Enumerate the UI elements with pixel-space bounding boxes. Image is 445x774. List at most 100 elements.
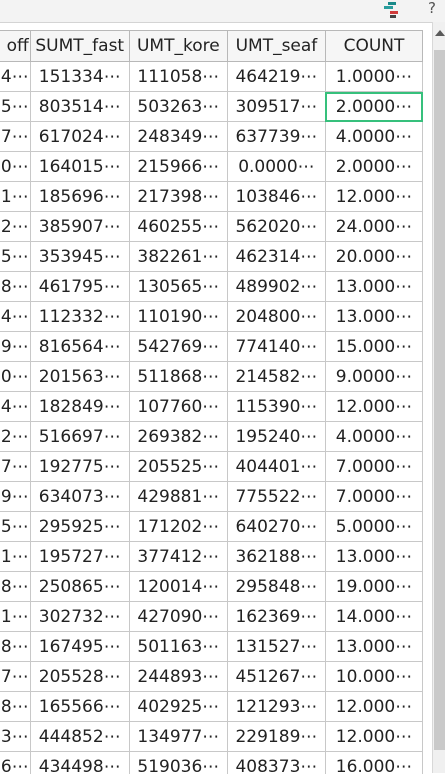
cell-umt-seaf[interactable]: 162369⋯	[227, 602, 325, 632]
table-row[interactable]: 7⋯192775⋯205525⋯404401⋯7.0000⋯	[0, 452, 423, 482]
column-header-count[interactable]: COUNT	[325, 31, 422, 62]
table-row[interactable]: 7⋯205528⋯244893⋯451267⋯10.000⋯	[0, 662, 423, 692]
help-icon[interactable]: ?	[424, 0, 440, 18]
cell-umt-kore[interactable]: 503263⋯	[129, 92, 227, 122]
cell-umt-seaf[interactable]: 637739⋯	[227, 122, 325, 152]
table-row[interactable]: 8⋯250865⋯120014⋯295848⋯19.000⋯	[0, 572, 423, 602]
cell-off[interactable]: 4⋯	[0, 302, 30, 332]
cell-sumt-fast[interactable]: 385907⋯	[30, 212, 129, 242]
cell-umt-seaf[interactable]: 309517⋯	[227, 92, 325, 122]
cell-umt-seaf[interactable]: 103846⋯	[227, 182, 325, 212]
cell-umt-kore[interactable]: 244893⋯	[129, 662, 227, 692]
cell-off[interactable]: 7⋯	[0, 122, 30, 152]
cell-umt-seaf[interactable]: 115390⋯	[227, 392, 325, 422]
table-row[interactable]: 0⋯164015⋯215966⋯0.0000⋯2.0000⋯	[0, 152, 423, 182]
cell-off[interactable]: 8⋯	[0, 272, 30, 302]
cell-sumt-fast[interactable]: 516697⋯	[30, 422, 129, 452]
cell-sumt-fast[interactable]: 167495⋯	[30, 632, 129, 662]
cell-count[interactable]: 2.0000⋯	[325, 152, 422, 182]
table-row[interactable]: 4⋯112332⋯110190⋯204800⋯13.000⋯	[0, 302, 423, 332]
table-row[interactable]: 2⋯385907⋯460255⋯562020⋯24.000⋯	[0, 212, 423, 242]
cell-sumt-fast[interactable]: 803514⋯	[30, 92, 129, 122]
cell-umt-seaf[interactable]: 562020⋯	[227, 212, 325, 242]
cell-count[interactable]: 1.0000⋯	[325, 62, 422, 92]
table-row[interactable]: 1⋯302732⋯427090⋯162369⋯14.000⋯	[0, 602, 423, 632]
cell-umt-seaf[interactable]: 131527⋯	[227, 632, 325, 662]
cell-sumt-fast[interactable]: 250865⋯	[30, 572, 129, 602]
cell-umt-kore[interactable]: 542769⋯	[129, 332, 227, 362]
cell-count[interactable]: 12.000⋯	[325, 392, 422, 422]
cell-count[interactable]: 5.0000⋯	[325, 512, 422, 542]
scrollbar-thumb[interactable]	[434, 50, 445, 750]
column-header-off[interactable]: off	[0, 31, 30, 62]
table-row[interactable]: 0⋯201563⋯511868⋯214582⋯9.0000⋯	[0, 362, 423, 392]
cell-off[interactable]: 5⋯	[0, 512, 30, 542]
table-row[interactable]: 8⋯461795⋯130565⋯489902⋯13.000⋯	[0, 272, 423, 302]
cell-off[interactable]: 0⋯	[0, 362, 30, 392]
cell-umt-kore[interactable]: 269382⋯	[129, 422, 227, 452]
cell-umt-seaf[interactable]: 204800⋯	[227, 302, 325, 332]
cell-off[interactable]: 9⋯	[0, 332, 30, 362]
cell-count[interactable]: 19.000⋯	[325, 572, 422, 602]
table-row[interactable]: 2⋯516697⋯269382⋯195240⋯4.0000⋯	[0, 422, 423, 452]
vertical-scrollbar[interactable]	[432, 22, 445, 773]
cell-umt-kore[interactable]: 501163⋯	[129, 632, 227, 662]
cell-off[interactable]: 4⋯	[0, 392, 30, 422]
cell-umt-kore[interactable]: 519036⋯	[129, 752, 227, 774]
cell-count[interactable]: 24.000⋯	[325, 212, 422, 242]
cell-sumt-fast[interactable]: 165566⋯	[30, 692, 129, 722]
cell-umt-seaf[interactable]: 295848⋯	[227, 572, 325, 602]
cell-umt-kore[interactable]: 427090⋯	[129, 602, 227, 632]
cell-count[interactable]: 16.000⋯	[325, 752, 422, 774]
cell-umt-seaf[interactable]: 121293⋯	[227, 692, 325, 722]
cell-umt-kore[interactable]: 171202⋯	[129, 512, 227, 542]
cell-umt-kore[interactable]: 217398⋯	[129, 182, 227, 212]
cell-sumt-fast[interactable]: 295925⋯	[30, 512, 129, 542]
column-header-umt-seaf[interactable]: UMT_seaf	[227, 31, 325, 62]
table-row[interactable]: 8⋯165566⋯402925⋯121293⋯12.000⋯	[0, 692, 423, 722]
table-row[interactable]: 6⋯434498⋯519036⋯408373⋯16.000⋯	[0, 752, 423, 774]
cell-sumt-fast[interactable]: 816564⋯	[30, 332, 129, 362]
cell-off[interactable]: 9⋯	[0, 482, 30, 512]
table-row[interactable]: 8⋯167495⋯501163⋯131527⋯13.000⋯	[0, 632, 423, 662]
cell-sumt-fast[interactable]: 302732⋯	[30, 602, 129, 632]
cell-umt-seaf[interactable]: 214582⋯	[227, 362, 325, 392]
cell-umt-kore[interactable]: 460255⋯	[129, 212, 227, 242]
table-row[interactable]: 5⋯353945⋯382261⋯462314⋯20.000⋯	[0, 242, 423, 272]
cell-umt-seaf[interactable]: 362188⋯	[227, 542, 325, 572]
cell-off[interactable]: 1⋯	[0, 182, 30, 212]
cell-sumt-fast[interactable]: 151334⋯	[30, 62, 129, 92]
cell-umt-seaf[interactable]: 774140⋯	[227, 332, 325, 362]
table-row[interactable]: 4⋯151334⋯111058⋯464219⋯1.0000⋯	[0, 62, 423, 92]
cell-off[interactable]: 7⋯	[0, 662, 30, 692]
cell-sumt-fast[interactable]: 185696⋯	[30, 182, 129, 212]
cell-off[interactable]: 6⋯	[0, 752, 30, 774]
cell-umt-kore[interactable]: 111058⋯	[129, 62, 227, 92]
cell-count[interactable]: 14.000⋯	[325, 602, 422, 632]
cell-count[interactable]: 15.000⋯	[325, 332, 422, 362]
table-row[interactable]: 9⋯816564⋯542769⋯774140⋯15.000⋯	[0, 332, 423, 362]
cell-count[interactable]: 7.0000⋯	[325, 482, 422, 512]
cell-umt-kore[interactable]: 215966⋯	[129, 152, 227, 182]
cell-sumt-fast[interactable]: 192775⋯	[30, 452, 129, 482]
cell-count[interactable]: 12.000⋯	[325, 722, 422, 752]
cell-umt-kore[interactable]: 429881⋯	[129, 482, 227, 512]
cell-umt-kore[interactable]: 134977⋯	[129, 722, 227, 752]
cell-off[interactable]: 5⋯	[0, 242, 30, 272]
cell-off[interactable]: 5⋯	[0, 92, 30, 122]
cell-off[interactable]: 8⋯	[0, 632, 30, 662]
cell-umt-seaf[interactable]: 229189⋯	[227, 722, 325, 752]
cell-umt-seaf[interactable]: 404401⋯	[227, 452, 325, 482]
cell-umt-kore[interactable]: 205525⋯	[129, 452, 227, 482]
table-row[interactable]: 3⋯444852⋯134977⋯229189⋯12.000⋯	[0, 722, 423, 752]
cell-count[interactable]: 13.000⋯	[325, 632, 422, 662]
column-header-sumt-fast[interactable]: SUMT_fast	[30, 31, 129, 62]
cell-off[interactable]: 1⋯	[0, 602, 30, 632]
table-row[interactable]: 4⋯182849⋯107760⋯115390⋯12.000⋯	[0, 392, 423, 422]
table-row[interactable]: 1⋯195727⋯377412⋯362188⋯13.000⋯	[0, 542, 423, 572]
cell-off[interactable]: 3⋯	[0, 722, 30, 752]
table-row[interactable]: 1⋯185696⋯217398⋯103846⋯12.000⋯	[0, 182, 423, 212]
cell-umt-kore[interactable]: 110190⋯	[129, 302, 227, 332]
cell-count[interactable]: 20.000⋯	[325, 242, 422, 272]
cell-off[interactable]: 0⋯	[0, 152, 30, 182]
